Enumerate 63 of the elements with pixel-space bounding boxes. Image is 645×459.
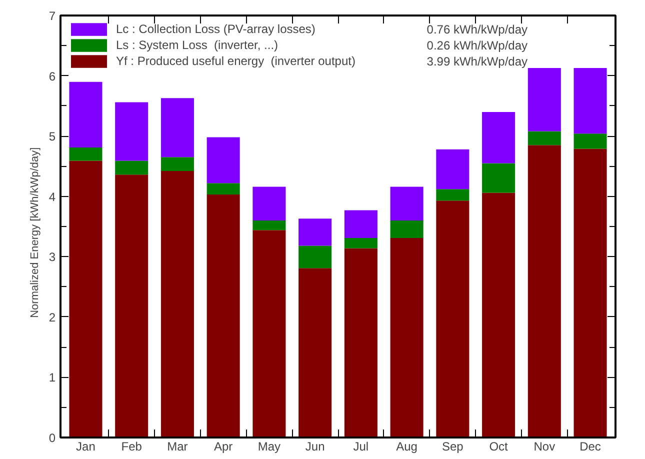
bar <box>160 171 194 438</box>
bar <box>252 220 286 230</box>
bar <box>298 246 332 268</box>
bar <box>206 194 240 438</box>
x-tick-label: Oct <box>489 440 509 454</box>
legend-label: Yf : Produced useful energy (inverter output) <box>116 53 356 69</box>
y-tick-label: 0 <box>48 431 56 445</box>
annotation: 3.99 kWh/kWp/day <box>426 54 528 68</box>
bar <box>298 268 332 438</box>
bar <box>69 82 102 148</box>
bar <box>344 210 378 238</box>
bar <box>206 183 240 195</box>
y-tick-label: 2 <box>48 310 56 324</box>
x-tick-label: Jan <box>76 440 96 454</box>
y-tick-label: 6 <box>48 69 56 84</box>
bar <box>528 145 561 438</box>
bar <box>390 238 424 438</box>
bar <box>482 192 516 438</box>
x-tick-label: Jul <box>353 440 369 454</box>
bar <box>574 68 607 134</box>
bar <box>160 98 194 158</box>
legend-label: Lc : Collection Loss (PV-array losses) <box>116 21 316 37</box>
bar <box>574 148 607 438</box>
bar <box>115 102 148 161</box>
y-axis-title: Normalized Energy [kWh/kWp/day] <box>28 147 41 318</box>
bar <box>390 186 424 220</box>
x-tick-label: Mar <box>167 440 188 454</box>
bar <box>344 248 378 438</box>
bar <box>528 131 561 146</box>
bar <box>69 148 102 161</box>
bar <box>436 189 470 201</box>
bar <box>69 160 102 438</box>
bar <box>252 230 286 438</box>
x-tick-label: May <box>258 440 281 454</box>
bar <box>252 186 286 220</box>
bar <box>160 157 194 172</box>
x-tick-label: Apr <box>214 440 233 454</box>
bar <box>528 68 561 132</box>
x-tick-label: Feb <box>121 440 142 454</box>
x-tick-label: Dec <box>580 440 601 454</box>
annotation: 0.26 kWh/kWp/day <box>426 38 528 52</box>
bar <box>344 238 378 248</box>
y-tick-label: 5 <box>48 130 56 144</box>
x-tick-label: Aug <box>396 440 418 454</box>
bar <box>482 163 516 193</box>
bar <box>115 160 148 175</box>
bar <box>390 220 424 238</box>
legend-label: Ls : System Loss (inverter, ...) <box>116 37 278 53</box>
bar <box>206 137 240 184</box>
bar <box>482 112 516 164</box>
bar <box>115 174 148 438</box>
bar <box>574 134 607 149</box>
bar <box>436 200 470 438</box>
x-tick-label: Sep <box>442 440 464 454</box>
y-tick-label: 7 <box>48 9 56 23</box>
y-tick-label: 1 <box>48 370 56 385</box>
y-tick-label: 3 <box>48 250 56 264</box>
bar <box>436 149 470 190</box>
x-tick-label: Nov <box>534 440 556 454</box>
y-tick-label: 4 <box>48 190 56 204</box>
annotation: 0.76 kWh/kWp/day <box>426 22 528 36</box>
bar <box>298 218 332 246</box>
x-tick-label: Jun <box>305 440 325 454</box>
